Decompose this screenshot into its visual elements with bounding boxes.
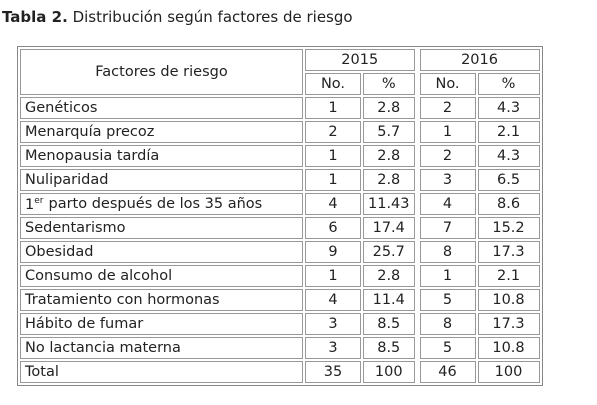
row-label: Sedentarismo xyxy=(20,217,303,239)
cell: 8 xyxy=(419,313,476,335)
cell: 9 xyxy=(305,241,361,263)
cell: 46 xyxy=(419,361,476,383)
table-row: Hábito de fumar 3 8.5 8 17.3 xyxy=(20,313,540,335)
cell: 2.8 xyxy=(363,265,415,287)
row-label: Genéticos xyxy=(20,97,303,119)
title-label: Tabla 2. xyxy=(2,8,68,26)
cell: 5.7 xyxy=(363,121,415,143)
cell: 3 xyxy=(305,337,361,359)
table-title: Tabla 2. Distribución según factores de … xyxy=(2,8,353,26)
risk-table: Factores de riesgo 2015 2016 No. % No. %… xyxy=(17,46,543,386)
cell: 1 xyxy=(305,169,361,191)
table-row: Obesidad 9 25.7 8 17.3 xyxy=(20,241,540,263)
table-row: Menarquía precoz 2 5.7 1 2.1 xyxy=(20,121,540,143)
table-row: Genéticos 1 2.8 2 4.3 xyxy=(20,97,540,119)
table-row: Nuliparidad 1 2.8 3 6.5 xyxy=(20,169,540,191)
cell: 8.5 xyxy=(363,313,415,335)
cell: 8 xyxy=(419,241,476,263)
cell: 4.3 xyxy=(477,145,540,167)
header-sub: % xyxy=(363,73,415,95)
cell: 1 xyxy=(305,265,361,287)
row-label: Consumo de alcohol xyxy=(20,265,303,287)
cell: 17.3 xyxy=(477,241,540,263)
label-sup: er xyxy=(34,195,44,206)
row-label: Tratamiento con hormonas xyxy=(20,289,303,311)
cell: 4 xyxy=(419,193,476,215)
cell: 3 xyxy=(305,313,361,335)
table-row: 1er parto después de los 35 años 4 11.43 4 8.… xyxy=(20,193,540,215)
cell: 15.2 xyxy=(477,217,540,239)
row-label: Hábito de fumar xyxy=(20,313,303,335)
header-factor: Factores de riesgo xyxy=(20,49,303,95)
row-label: No lactancia materna xyxy=(20,337,303,359)
title-text: Distribución según factores de riesgo xyxy=(72,8,353,26)
header-sub: No. xyxy=(419,73,476,95)
cell: 1 xyxy=(419,121,476,143)
cell: 4.3 xyxy=(477,97,540,119)
cell: 17.3 xyxy=(477,313,540,335)
cell: 11.43 xyxy=(363,193,415,215)
row-label: Obesidad xyxy=(20,241,303,263)
table-row: Total 35 100 46 100 xyxy=(20,361,540,383)
cell: 8.6 xyxy=(477,193,540,215)
cell: 5 xyxy=(419,337,476,359)
cell: 2.8 xyxy=(363,97,415,119)
cell: 7 xyxy=(419,217,476,239)
cell: 25.7 xyxy=(363,241,415,263)
cell: 10.8 xyxy=(477,289,540,311)
cell: 4 xyxy=(305,289,361,311)
cell: 6.5 xyxy=(477,169,540,191)
table-body: Genéticos 1 2.8 2 4.3 Menarquía precoz 2 5.7 1 2.… xyxy=(20,97,540,383)
header-year: 2016 xyxy=(419,49,540,71)
cell: 2 xyxy=(419,145,476,167)
cell: 2 xyxy=(419,97,476,119)
cell: 100 xyxy=(363,361,415,383)
label-text: 1 xyxy=(25,196,35,213)
table-row: Menopausia tardía 1 2.8 2 4.3 xyxy=(20,145,540,167)
cell: 8.5 xyxy=(363,337,415,359)
header-year: 2015 xyxy=(305,49,415,71)
cell: 5 xyxy=(419,289,476,311)
table-row: Tratamiento con hormonas 4 11.4 5 10.8 xyxy=(20,289,540,311)
cell: 10.8 xyxy=(477,337,540,359)
cell: 11.4 xyxy=(363,289,415,311)
cell: 2.1 xyxy=(477,265,540,287)
header-sub: No. xyxy=(305,73,361,95)
label-rest: parto después de los 35 años xyxy=(48,196,263,213)
cell: 35 xyxy=(305,361,361,383)
cell: 1 xyxy=(419,265,476,287)
row-label: 1er parto después de los 35 años xyxy=(20,193,303,215)
cell: 3 xyxy=(419,169,476,191)
cell: 6 xyxy=(305,217,361,239)
row-label: Total xyxy=(20,361,303,383)
header-sub: % xyxy=(477,73,540,95)
cell: 2 xyxy=(305,121,361,143)
cell: 1 xyxy=(305,145,361,167)
row-label: Menopausia tardía xyxy=(20,145,303,167)
table-row: No lactancia materna 3 8.5 5 10.8 xyxy=(20,337,540,359)
cell: 2.8 xyxy=(363,169,415,191)
cell: 2.8 xyxy=(363,145,415,167)
row-label: Menarquía precoz xyxy=(20,121,303,143)
cell: 100 xyxy=(477,361,540,383)
table-row: Consumo de alcohol 1 2.8 1 2.1 xyxy=(20,265,540,287)
table-row: Sedentarismo 6 17.4 7 15.2 xyxy=(20,217,540,239)
cell: 4 xyxy=(305,193,361,215)
cell: 2.1 xyxy=(477,121,540,143)
cell: 17.4 xyxy=(363,217,415,239)
cell: 1 xyxy=(305,97,361,119)
row-label: Nuliparidad xyxy=(20,169,303,191)
